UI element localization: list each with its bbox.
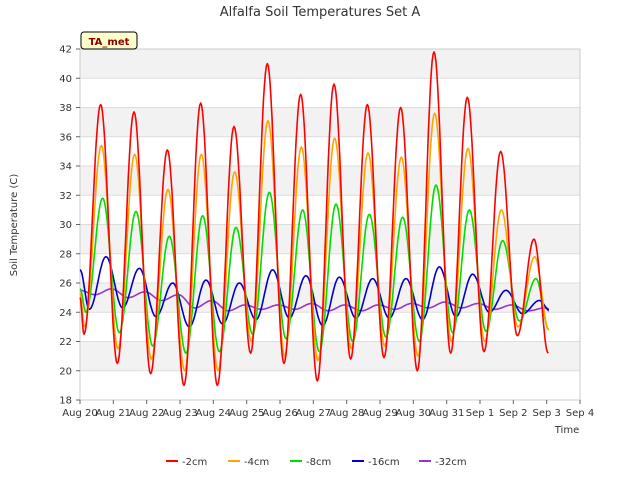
x-tick-label: Sep 4 bbox=[566, 408, 594, 419]
grid-band bbox=[80, 253, 580, 283]
y-axis-label: Soil Temperature (C) bbox=[9, 174, 20, 277]
station-badge-box bbox=[80, 31, 138, 50]
y-tick-label: 28 bbox=[59, 249, 72, 260]
series-line-minus-16cm bbox=[79, 255, 550, 328]
x-axis-label: Time bbox=[554, 425, 579, 436]
x-tick-label: Aug 21 bbox=[96, 408, 131, 419]
y-tick-label: 24 bbox=[59, 308, 72, 319]
x-tick-label: Aug 22 bbox=[129, 408, 164, 419]
y-tick-label: 32 bbox=[59, 191, 72, 202]
series-line-minus-2cm bbox=[79, 51, 549, 387]
x-tick-label: Aug 31 bbox=[429, 408, 464, 419]
y-tick-label: 20 bbox=[59, 366, 72, 377]
legend-label: -4cm bbox=[244, 457, 269, 468]
x-tick-label: Aug 26 bbox=[262, 408, 297, 419]
x-tick-label: Sep 2 bbox=[499, 408, 527, 419]
x-tick-label: Sep 3 bbox=[532, 408, 560, 419]
grid-band bbox=[80, 78, 580, 108]
y-tick-label: 34 bbox=[59, 162, 72, 173]
grid-band bbox=[80, 312, 580, 342]
station-badge-label: TA_met bbox=[89, 37, 130, 48]
x-tick-label: Aug 25 bbox=[229, 408, 264, 419]
series-lines bbox=[79, 51, 550, 387]
y-tick-label: 18 bbox=[59, 396, 72, 407]
y-tick-label: 36 bbox=[59, 132, 72, 143]
legend: -2cm -4cm -8cm -16cm -32cm bbox=[166, 457, 467, 468]
y-tick-label: 42 bbox=[59, 45, 72, 56]
station-badge: TA_met bbox=[80, 31, 138, 50]
y-tick-label: 30 bbox=[59, 220, 72, 231]
x-tick-label: Aug 24 bbox=[196, 408, 231, 419]
y-tick-label: 22 bbox=[59, 337, 72, 348]
y-tick-label: 26 bbox=[59, 279, 72, 290]
legend-label: -16cm bbox=[368, 457, 400, 468]
x-tick-label: Aug 29 bbox=[362, 408, 397, 419]
x-tick-label: Aug 28 bbox=[329, 408, 364, 419]
legend-label: -32cm bbox=[435, 457, 467, 468]
y-axis-ticks: 18 20 22 24 26 28 30 32 34 36 38 40 42 bbox=[59, 45, 80, 407]
x-tick-label: Aug 23 bbox=[162, 408, 197, 419]
legend-label: -2cm bbox=[182, 457, 207, 468]
x-tick-label: Aug 30 bbox=[396, 408, 431, 419]
y-tick-label: 38 bbox=[59, 103, 72, 114]
y-tick-label: 40 bbox=[59, 74, 72, 85]
grid-band bbox=[80, 370, 580, 400]
chart-title: Alfalfa Soil Temperatures Set A bbox=[220, 5, 421, 20]
grid-band bbox=[80, 341, 580, 371]
legend-label: -8cm bbox=[306, 457, 331, 468]
x-tick-label: Sep 1 bbox=[466, 408, 494, 419]
x-tick-label: Aug 20 bbox=[62, 408, 97, 419]
grid-band bbox=[80, 49, 580, 79]
x-tick-label: Aug 27 bbox=[296, 408, 331, 419]
grid-band bbox=[80, 136, 580, 166]
